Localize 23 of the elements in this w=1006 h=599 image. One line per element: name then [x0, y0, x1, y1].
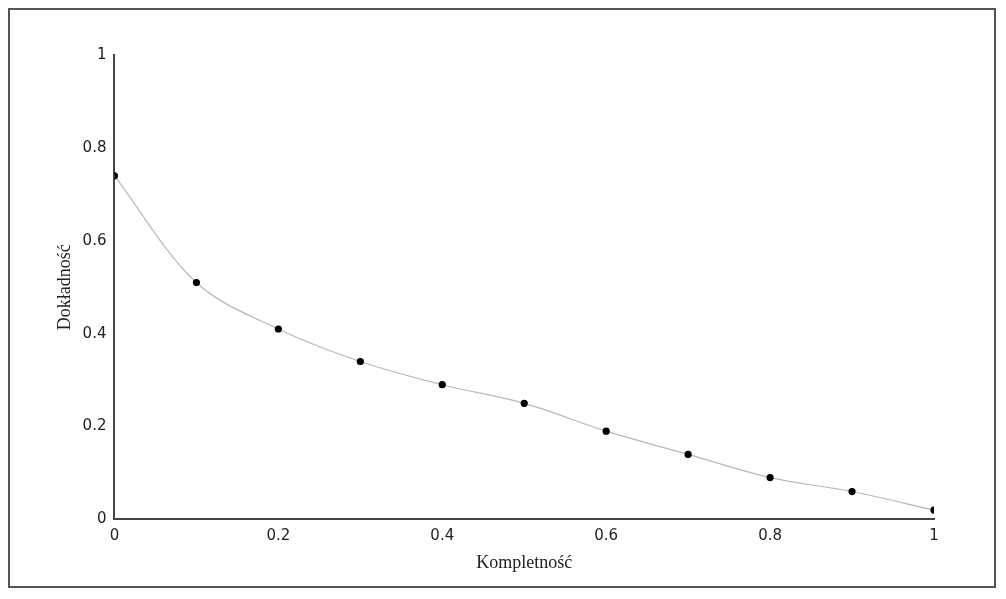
point [684, 450, 692, 458]
y-tick-label: 0 [96, 509, 107, 528]
x-axis-title: Kompletność [476, 551, 573, 572]
point [848, 487, 856, 496]
x-tick-label: 0.6 [594, 526, 619, 545]
point [438, 381, 446, 389]
x-tick-label: 0.4 [430, 526, 455, 545]
x-tick-label: 0.8 [758, 526, 783, 545]
y-tick-label: 0.6 [82, 230, 107, 249]
point [520, 399, 528, 407]
y-tick-label: 1 [96, 44, 107, 63]
x-tick-label: 0 [109, 526, 120, 545]
y-tick-label: 0.2 [82, 416, 107, 435]
point [356, 357, 364, 366]
y-axis-title: Dokładność [53, 244, 74, 331]
x-tick-label: 0.2 [266, 526, 291, 545]
point [602, 427, 610, 435]
point [766, 474, 774, 482]
y-tick-label: 0.8 [82, 137, 107, 156]
point [274, 325, 282, 333]
point [192, 278, 201, 287]
y-tick-label: 0.4 [82, 323, 107, 342]
x-tick-label: 1 [929, 526, 939, 545]
